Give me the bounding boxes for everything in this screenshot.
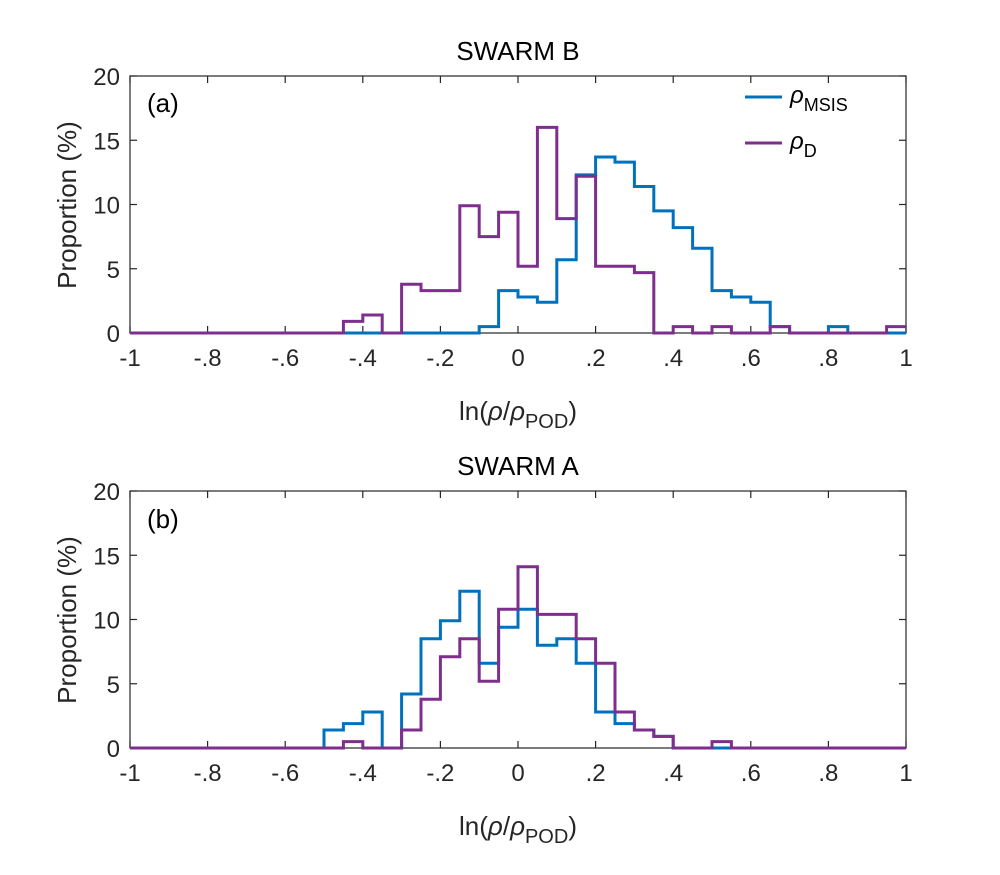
panel-b-xlabel: ln(ρ/ρPOD): [459, 811, 577, 848]
x-tick-label: 1: [899, 345, 912, 372]
x-tick-label: .6: [741, 760, 761, 787]
x-tick-label: .2: [586, 760, 606, 787]
x-tick-label: -.4: [349, 345, 377, 372]
y-tick-label: 20: [93, 64, 120, 91]
x-tick-label: .6: [741, 345, 761, 372]
x-tick-label: .8: [818, 760, 838, 787]
x-tick-label: -1: [119, 345, 140, 372]
panel-a: SWARM B Proportion (%) (a) ln(ρ/ρPOD) ρM…: [52, 36, 913, 433]
x-tick-label: -.8: [194, 760, 222, 787]
y-tick-label: 20: [93, 479, 120, 506]
x-tick-label: -.2: [426, 345, 454, 372]
x-tick-label: -.4: [349, 760, 377, 787]
panel-b-title: SWARM A: [457, 451, 579, 481]
x-tick-label: .2: [586, 345, 606, 372]
x-tick-label: .8: [818, 345, 838, 372]
x-tick-label: 1: [899, 760, 912, 787]
x-tick-label: .4: [663, 345, 683, 372]
panel-a-title: SWARM B: [456, 36, 579, 66]
y-tick-label: 15: [93, 128, 120, 155]
x-tick-label: 0: [511, 760, 524, 787]
panel-a-label: (a): [147, 88, 179, 118]
y-tick-label: 5: [107, 257, 120, 284]
legend-label-msis: ρMSIS: [789, 82, 848, 115]
legend-label-d: ρD: [789, 128, 817, 161]
series-msis-stairs: [130, 589, 906, 750]
panel-b: SWARM A Proportion (%) (b) ln(ρ/ρPOD) -1…: [52, 451, 913, 848]
y-tick-label: 15: [93, 543, 120, 570]
y-tick-label: 0: [107, 736, 120, 763]
x-tick-label: -1: [119, 760, 140, 787]
x-tick-label: -.8: [194, 345, 222, 372]
series-d-stairs: [130, 565, 906, 750]
panel-a-xlabel: ln(ρ/ρPOD): [459, 396, 577, 433]
panel-b-ylabel: Proportion (%): [52, 536, 82, 704]
panel-a-legend: ρMSIS ρD: [745, 82, 848, 161]
x-tick-label: .4: [663, 760, 683, 787]
y-tick-label: 10: [93, 608, 120, 635]
y-tick-label: 10: [93, 193, 120, 220]
x-tick-label: -.6: [271, 345, 299, 372]
x-tick-label: 0: [511, 345, 524, 372]
x-tick-label: -.6: [271, 760, 299, 787]
series-d-stairs: [130, 125, 906, 335]
y-tick-label: 5: [107, 672, 120, 699]
panel-a-ylabel: Proportion (%): [52, 121, 82, 289]
panel-b-label: (b): [147, 504, 179, 534]
x-tick-label: -.2: [426, 760, 454, 787]
y-tick-label: 0: [107, 321, 120, 348]
